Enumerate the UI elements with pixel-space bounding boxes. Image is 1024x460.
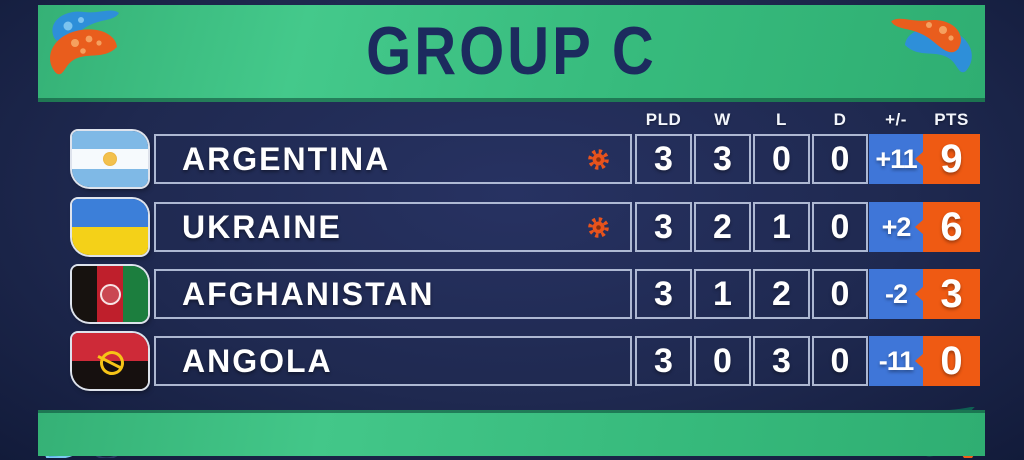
points-cell: 0 bbox=[923, 336, 980, 386]
stat-cell: 2 bbox=[753, 269, 810, 319]
qualified-gear-icon bbox=[587, 148, 610, 171]
stat-cell: 3 bbox=[635, 134, 692, 184]
column-header-w: W bbox=[714, 109, 731, 129]
column-header-d: D bbox=[833, 109, 847, 129]
angola-flag-icon bbox=[72, 333, 148, 389]
stat-cell: 1 bbox=[694, 269, 751, 319]
bottom-banner bbox=[38, 410, 985, 456]
afghanistan-emblem bbox=[100, 284, 121, 305]
goal-diff-cell: -11 bbox=[869, 336, 923, 386]
stat-cell: 3 bbox=[635, 336, 692, 386]
stat-cell: 2 bbox=[694, 202, 751, 252]
points-cell: 3 bbox=[923, 269, 980, 319]
stat-cell: 1 bbox=[753, 202, 810, 252]
column-header-diff: +/- bbox=[885, 109, 907, 129]
afghanistan-flag-icon bbox=[72, 266, 148, 322]
group-title: GROUP C bbox=[366, 13, 657, 90]
team-name-cell: ARGENTINA bbox=[154, 134, 632, 184]
points-cell: 6 bbox=[923, 202, 980, 252]
team-name-cell: AFGHANISTAN bbox=[154, 269, 632, 319]
argentina-flag-icon bbox=[72, 131, 148, 187]
table-row: ARGENTINA 3 3 0 0 +11 9 bbox=[0, 131, 1024, 187]
stat-cell: 3 bbox=[635, 269, 692, 319]
ukraine-flag-icon bbox=[72, 199, 148, 255]
table-row: AFGHANISTAN 3 1 2 0 -2 3 bbox=[0, 266, 1024, 322]
team-name: ARGENTINA bbox=[182, 140, 391, 177]
stat-cell: 0 bbox=[812, 134, 868, 184]
stat-cell: 3 bbox=[694, 134, 751, 184]
qualified-gear-icon bbox=[587, 216, 610, 239]
column-header-pts: PTS bbox=[934, 109, 969, 129]
stat-cell: 0 bbox=[812, 269, 868, 319]
stat-cell: 0 bbox=[812, 202, 868, 252]
goal-diff-cell: +11 bbox=[869, 134, 923, 184]
goal-diff-cell: +2 bbox=[869, 202, 923, 252]
table-row: ANGOLA 3 0 3 0 -11 0 bbox=[0, 333, 1024, 389]
column-header-l: L bbox=[776, 109, 787, 129]
team-name-cell: ANGOLA bbox=[154, 336, 632, 386]
team-name: AFGHANISTAN bbox=[182, 275, 435, 312]
stat-cell: 0 bbox=[812, 336, 868, 386]
group-title-banner: GROUP C bbox=[38, 5, 985, 102]
argentina-emblem bbox=[103, 152, 117, 166]
angola-emblem bbox=[96, 347, 128, 379]
table-header-row: PLD W L D +/- PTS bbox=[0, 106, 1024, 133]
column-header-pld: PLD bbox=[645, 109, 682, 129]
team-name: UKRAINE bbox=[182, 208, 342, 245]
stat-cell: 0 bbox=[694, 336, 751, 386]
stat-cell: 3 bbox=[635, 202, 692, 252]
stat-cell: 3 bbox=[753, 336, 810, 386]
team-name-cell: UKRAINE bbox=[154, 202, 632, 252]
stat-cell: 0 bbox=[753, 134, 810, 184]
table-row: UKRAINE 3 2 1 0 +2 6 bbox=[0, 199, 1024, 255]
team-name: ANGOLA bbox=[182, 342, 333, 379]
points-cell: 9 bbox=[923, 134, 980, 184]
goal-diff-cell: -2 bbox=[869, 269, 923, 319]
